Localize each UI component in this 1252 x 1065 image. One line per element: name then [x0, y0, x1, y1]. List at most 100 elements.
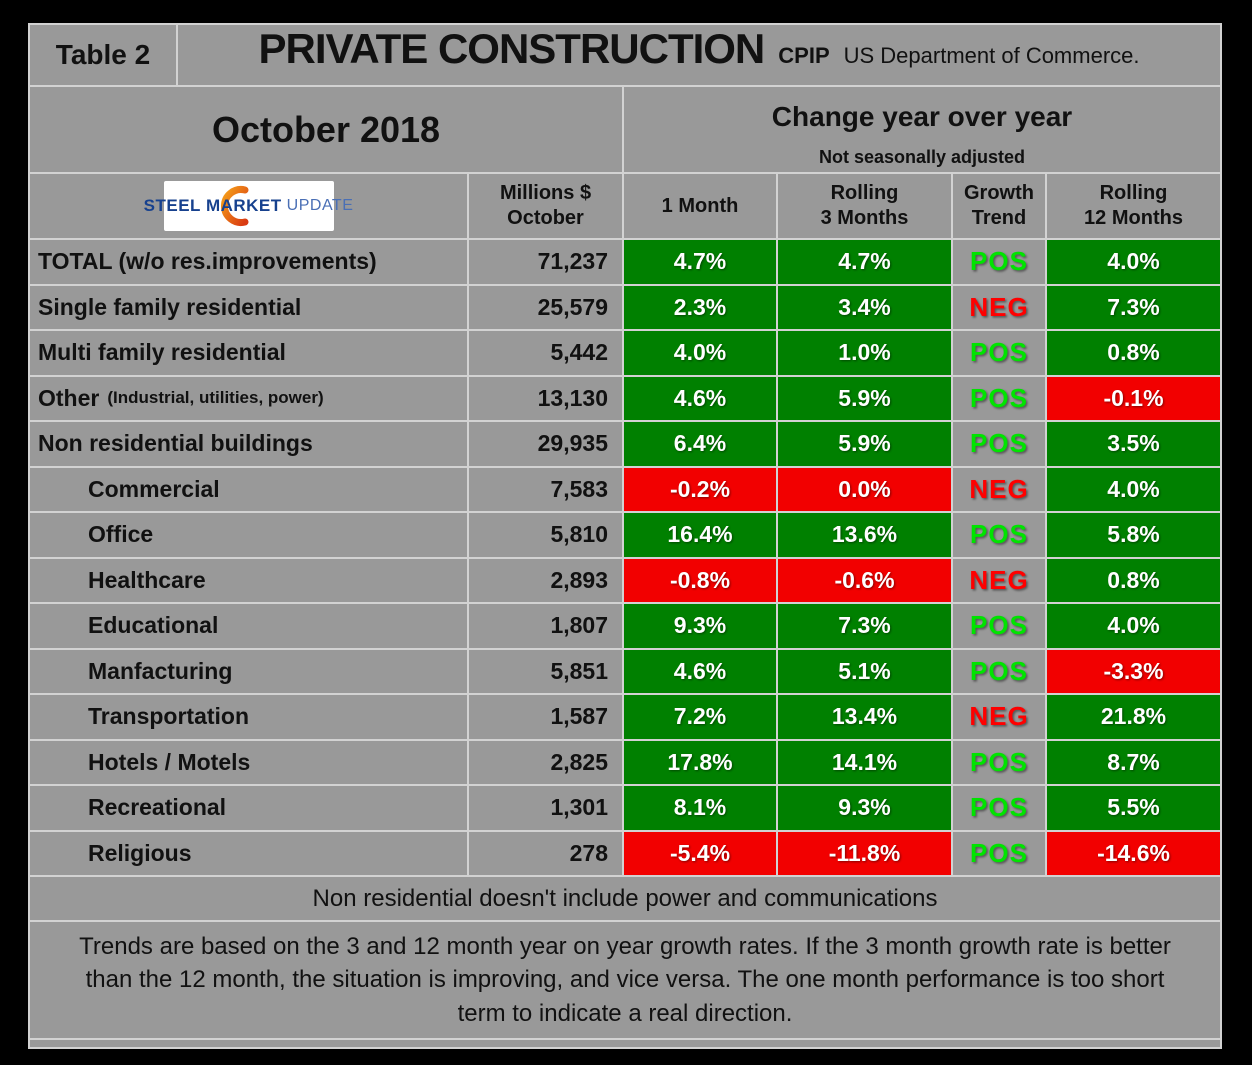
table-number: Table 2: [30, 25, 176, 85]
row-growth-trend: NEG: [953, 558, 1045, 602]
logo-update-text: UPDATE: [286, 197, 354, 214]
table-row: TOTAL (w/o res.improvements) 71,237 4.7%…: [30, 240, 1220, 284]
page-title: PRIVATE CONSTRUCTION: [258, 25, 765, 72]
row-12month-value: -0.1%: [1047, 376, 1220, 420]
row-1month-value: 6.4%: [624, 422, 776, 466]
row-1month-value: 16.4%: [624, 513, 776, 557]
row-growth-trend: POS: [953, 240, 1045, 284]
logo-crescent-icon: [220, 186, 248, 226]
row-growth-trend: POS: [953, 740, 1045, 784]
table-row: Recreational 1,301 8.1% 9.3% POS 5.5%: [30, 786, 1220, 830]
row-1month-value: 8.1%: [624, 786, 776, 830]
row-millions-value: 13,130: [469, 376, 622, 420]
row-3month-value: 1.0%: [778, 331, 951, 375]
row-millions-value: 7,583: [469, 467, 622, 511]
row-3month-value: -0.6%: [778, 558, 951, 602]
row-label: Non residential buildings: [30, 422, 467, 466]
private-construction-table: Table 2 PRIVATE CONSTRUCTION CPIP US Dep…: [28, 23, 1222, 1049]
change-header-cell: Change year over year Not seasonally adj…: [624, 87, 1220, 172]
row-label: Office: [30, 513, 467, 557]
row-1month-value: 7.2%: [624, 695, 776, 739]
change-title: Change year over year: [771, 101, 1073, 132]
row-12month-value: 5.5%: [1047, 786, 1220, 830]
row-3month-value: 13.6%: [778, 513, 951, 557]
row-3month-value: 5.1%: [778, 649, 951, 693]
row-millions-value: 5,851: [469, 649, 622, 693]
row-1month-value: -0.8%: [624, 558, 776, 602]
row-growth-trend: POS: [953, 331, 1045, 375]
row-3month-value: 4.7%: [778, 240, 951, 284]
row-1month-value: 17.8%: [624, 740, 776, 784]
col-header-rolling-12months: Rolling 12 Months: [1047, 174, 1220, 238]
title-source: US Department of Commerce.: [843, 43, 1140, 68]
row-3month-value: 3.4%: [778, 285, 951, 329]
row-3month-value: 5.9%: [778, 376, 951, 420]
row-label: Other (Industrial, utilities, power): [30, 376, 467, 420]
row-growth-trend: POS: [953, 422, 1045, 466]
table-row: Healthcare 2,893 -0.8% -0.6% NEG 0.8%: [30, 558, 1220, 602]
table-row: Religious 278 -5.4% -11.8% POS -14.6%: [30, 831, 1220, 875]
row-3month-value: 5.9%: [778, 422, 951, 466]
row-millions-value: 278: [469, 831, 622, 875]
row-millions-value: 2,825: [469, 740, 622, 784]
row-12month-value: -14.6%: [1047, 831, 1220, 875]
footer-note-nonresidential: Non residential doesn't include power an…: [30, 877, 1220, 920]
row-1month-value: 2.3%: [624, 285, 776, 329]
col-header-growth-trend: Growth Trend: [953, 174, 1045, 238]
row-12month-value: 4.0%: [1047, 240, 1220, 284]
row-3month-value: 14.1%: [778, 740, 951, 784]
row-12month-value: 0.8%: [1047, 331, 1220, 375]
row-3month-value: 7.3%: [778, 604, 951, 648]
row-1month-value: -0.2%: [624, 467, 776, 511]
col-header-1month: 1 Month: [624, 174, 776, 238]
title-band: Table 2 PRIVATE CONSTRUCTION CPIP US Dep…: [30, 25, 1220, 85]
table-row: Manfacturing 5,851 4.6% 5.1% POS -3.3%: [30, 649, 1220, 693]
row-growth-trend: POS: [953, 376, 1045, 420]
row-12month-value: 0.8%: [1047, 558, 1220, 602]
row-12month-value: 4.0%: [1047, 467, 1220, 511]
row-millions-value: 1,587: [469, 695, 622, 739]
row-12month-value: -3.3%: [1047, 649, 1220, 693]
row-1month-value: 4.6%: [624, 649, 776, 693]
change-subtitle: Not seasonally adjusted: [818, 147, 1026, 167]
table-row: Hotels / Motels 2,825 17.8% 14.1% POS 8.…: [30, 740, 1220, 784]
row-millions-value: 25,579: [469, 285, 622, 329]
row-millions-value: 5,810: [469, 513, 622, 557]
row-1month-value: 4.7%: [624, 240, 776, 284]
table-row: Office 5,810 16.4% 13.6% POS 5.8%: [30, 513, 1220, 557]
row-millions-value: 5,442: [469, 331, 622, 375]
row-growth-trend: POS: [953, 831, 1045, 875]
col-header-millions: Millions $ October: [469, 174, 622, 238]
table-row: Non residential buildings 29,935 6.4% 5.…: [30, 422, 1220, 466]
row-millions-value: 2,893: [469, 558, 622, 602]
row-label: Educational: [30, 604, 467, 648]
period-band: October 2018 Change year over year Not s…: [30, 87, 1220, 172]
row-12month-value: 3.5%: [1047, 422, 1220, 466]
row-label: Manfacturing: [30, 649, 467, 693]
row-12month-value: 5.8%: [1047, 513, 1220, 557]
row-1month-value: 4.6%: [624, 376, 776, 420]
logo-steel-text: STEEL: [143, 196, 201, 215]
row-growth-trend: POS: [953, 649, 1045, 693]
bottom-strip: [30, 1040, 1220, 1047]
row-12month-value: 4.0%: [1047, 604, 1220, 648]
table-row: Multi family residential 5,442 4.0% 1.0%…: [30, 331, 1220, 375]
logo-market-text: MARKET: [205, 196, 282, 215]
row-label: TOTAL (w/o res.improvements): [30, 240, 467, 284]
row-growth-trend: NEG: [953, 467, 1045, 511]
row-label: Multi family residential: [30, 331, 467, 375]
row-millions-value: 1,807: [469, 604, 622, 648]
title-cpip: CPIP: [778, 43, 830, 68]
row-label: Commercial: [30, 467, 467, 511]
row-3month-value: 9.3%: [778, 786, 951, 830]
row-label: Religious: [30, 831, 467, 875]
table-row: Single family residential 25,579 2.3% 3.…: [30, 285, 1220, 329]
row-12month-value: 8.7%: [1047, 740, 1220, 784]
footer-note-trends: Trends are based on the 3 and 12 month y…: [30, 922, 1220, 1038]
row-growth-trend: NEG: [953, 285, 1045, 329]
row-label: Transportation: [30, 695, 467, 739]
col-header-rolling-3months: Rolling 3 Months: [778, 174, 951, 238]
row-3month-value: -11.8%: [778, 831, 951, 875]
period-label: October 2018: [30, 87, 622, 172]
row-1month-value: 4.0%: [624, 331, 776, 375]
